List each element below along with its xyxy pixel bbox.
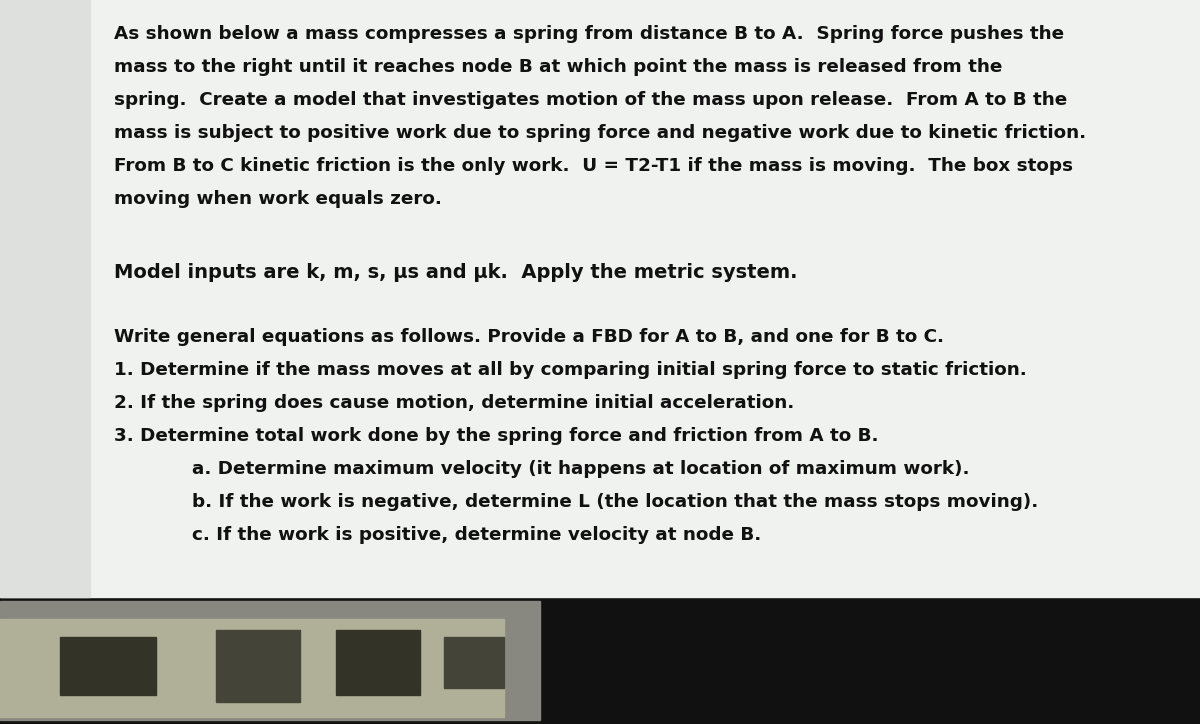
Bar xyxy=(0,601,540,720)
Text: 2. If the spring does cause motion, determine initial acceleration.: 2. If the spring does cause motion, dete… xyxy=(114,394,794,412)
Text: Model inputs are k, m, s, μs and μk.  Apply the metric system.: Model inputs are k, m, s, μs and μk. App… xyxy=(114,263,798,282)
Text: 1. Determine if the mass moves at all by comparing initial spring force to stati: 1. Determine if the mass moves at all by… xyxy=(114,361,1027,379)
Bar xyxy=(0,0,1200,597)
Bar xyxy=(336,630,420,695)
Text: moving when work equals zero.: moving when work equals zero. xyxy=(114,190,442,208)
Text: a. Determine maximum velocity (it happens at location of maximum work).: a. Determine maximum velocity (it happen… xyxy=(192,460,970,478)
Text: spring.  Create a model that investigates motion of the mass upon release.  From: spring. Create a model that investigates… xyxy=(114,91,1067,109)
Text: mass is subject to positive work due to spring force and negative work due to ki: mass is subject to positive work due to … xyxy=(114,125,1086,142)
Bar xyxy=(0,597,1200,724)
Text: Write general equations as follows. Provide a FBD for A to B, and one for B to C: Write general equations as follows. Prov… xyxy=(114,329,944,346)
Text: c. If the work is positive, determine velocity at node B.: c. If the work is positive, determine ve… xyxy=(192,526,761,544)
Bar xyxy=(0,619,504,717)
Text: From B to C kinetic friction is the only work.  U = T2-T1 if the mass is moving.: From B to C kinetic friction is the only… xyxy=(114,157,1073,175)
Text: mass to the right until it reaches node B at which point the mass is released fr: mass to the right until it reaches node … xyxy=(114,59,1002,76)
Text: As shown below a mass compresses a spring from distance B to A.  Spring force pu: As shown below a mass compresses a sprin… xyxy=(114,25,1064,43)
Bar xyxy=(0,0,90,597)
Text: b. If the work is negative, determine L (the location that the mass stops moving: b. If the work is negative, determine L … xyxy=(192,493,1038,511)
Bar xyxy=(444,637,504,688)
Text: 3. Determine total work done by the spring force and friction from A to B.: 3. Determine total work done by the spri… xyxy=(114,427,878,445)
Bar xyxy=(216,630,300,702)
Bar xyxy=(60,637,156,695)
